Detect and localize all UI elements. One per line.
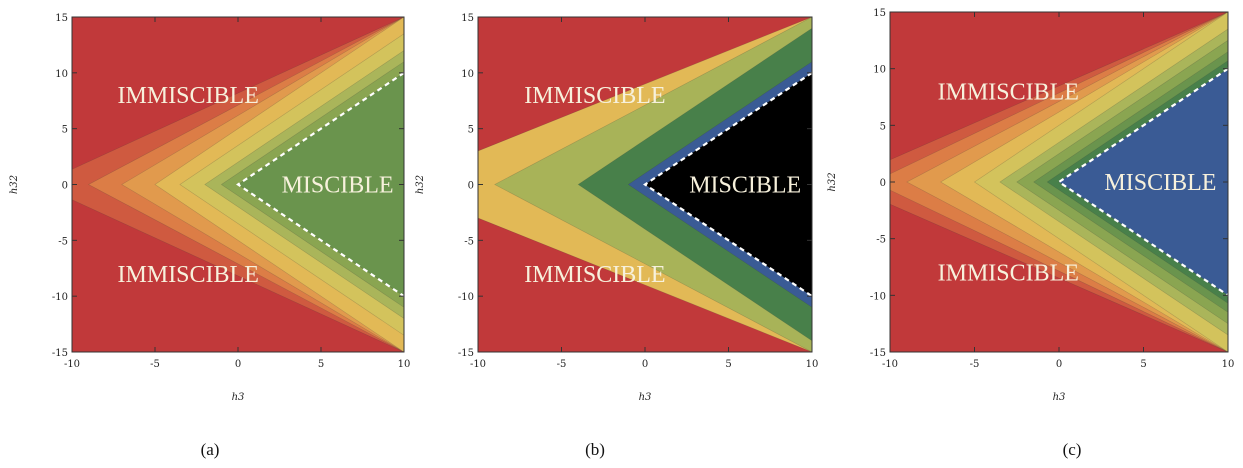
panel-caption: (a) [201,440,220,459]
x-axis-label: h3 [1053,392,1066,403]
y-tick-label: 5 [468,125,474,136]
panel-caption: (c) [1063,440,1082,459]
y-tick-label: -15 [52,348,68,359]
region-label: IMMISCIBLE [938,79,1079,105]
y-tick-label: 10 [873,65,886,76]
y-axis-label: h32 [415,175,426,194]
y-tick-label: 0 [880,178,886,189]
y-tick-label: 5 [62,125,68,136]
x-tick-label: -5 [557,359,567,370]
x-tick-label: -5 [150,359,160,370]
contour-bands [72,17,404,352]
chart-panel-3: -10 -5 0 5 10-15-10-5051015h3h32IMMISCIBLEMI… [827,8,1234,459]
contour-bands [890,12,1228,352]
chart-panel-1: -10 -5 0 5 10-15-10-5051015h3h32IMMISCIBLEMI… [9,13,410,459]
region-label: IMMISCIBLE [118,262,259,288]
miscibility-boundary [236,71,404,298]
x-tick-label: 5 [725,359,731,370]
y-tick-label: -10 [870,291,886,302]
y-tick-label: -15 [870,348,886,359]
miscibility-boundary [643,71,812,298]
y-axis-label: h32 [827,172,838,191]
x-tick-label: 5 [1140,359,1146,370]
y-tick-label: 15 [55,13,68,24]
x-tick-label: 0 [235,359,241,370]
x-axis-label: h3 [639,392,652,403]
region-label: IMMISCIBLE [524,83,665,109]
y-tick-label: -15 [458,348,474,359]
x-tick-label: 5 [318,359,324,370]
y-tick-label: -5 [464,236,474,247]
region-label: IMMISCIBLE [524,262,665,288]
y-tick-label: 0 [62,181,68,192]
region-label: IMMISCIBLE [938,261,1079,287]
x-tick-label: 10 [806,359,819,370]
x-tick-label: 10 [1222,359,1235,370]
region-label: MISCIBLE [689,173,801,199]
y-tick-label: 15 [461,13,474,24]
y-tick-label: 0 [468,181,474,192]
region-label: IMMISCIBLE [118,83,259,109]
y-tick-label: 10 [461,69,474,80]
panel-caption: (b) [585,440,605,459]
y-tick-label: -10 [458,292,474,303]
x-tick-label: -10 [882,359,898,370]
region-label: MISCIBLE [282,173,394,199]
y-tick-label: 15 [873,8,886,19]
x-tick-label: -5 [970,359,980,370]
y-tick-label: -5 [876,235,886,246]
miscibility-boundary [1057,67,1228,297]
x-tick-label: 0 [642,359,648,370]
x-tick-label: 10 [398,359,411,370]
x-axis-label: h3 [232,392,245,403]
x-tick-label: -10 [64,359,80,370]
chart-panel-2: -10 -5 0 5 10-15-10-5051015h3h32IMMISCIBLEMI… [415,13,819,459]
contour-bands [478,17,812,352]
y-axis-label: h32 [9,175,20,194]
x-tick-label: 0 [1056,359,1062,370]
x-tick-label: -10 [470,359,486,370]
y-tick-label: 10 [55,69,68,80]
region-label: MISCIBLE [1104,170,1216,196]
y-tick-label: 5 [880,121,886,132]
y-tick-label: -10 [52,292,68,303]
y-tick-label: -5 [58,236,68,247]
